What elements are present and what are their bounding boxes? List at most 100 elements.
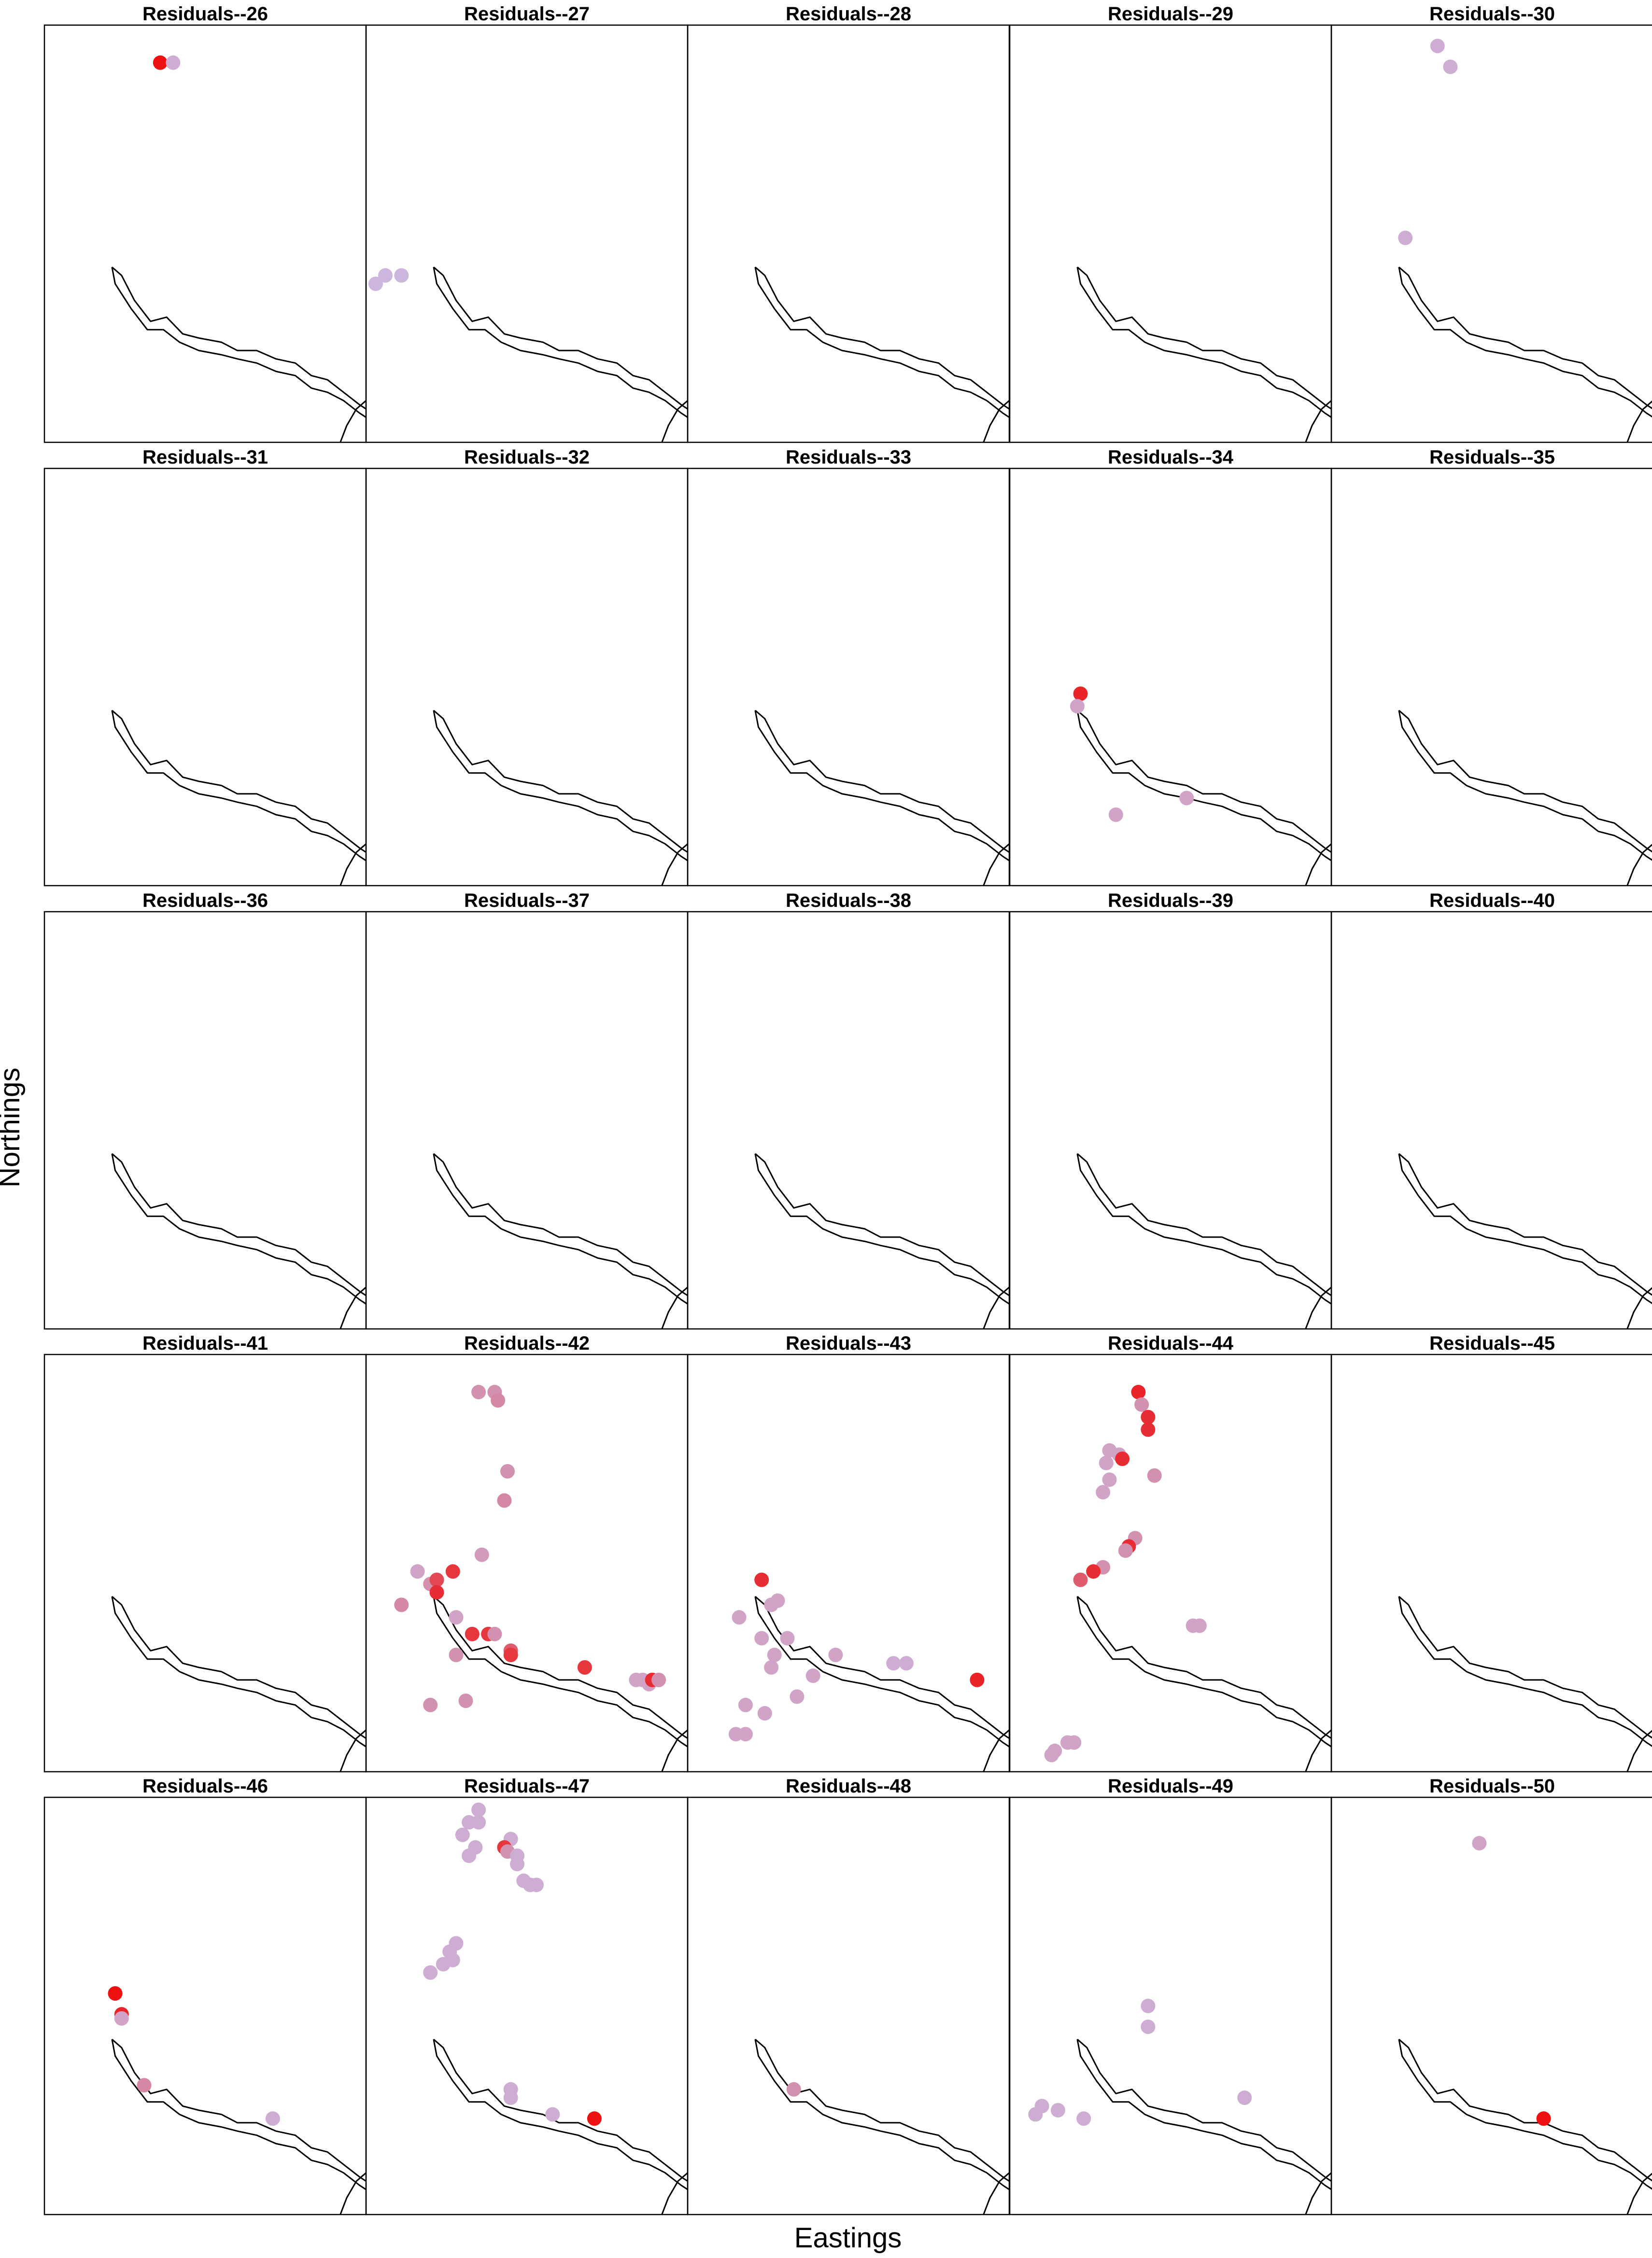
panel-20: Residuals--45	[1330, 1333, 1652, 1773]
residual-point	[1028, 2107, 1043, 2122]
river-outer-line	[111, 2038, 366, 2182]
river-corner-line	[1305, 1729, 1331, 1772]
river-corner-line	[983, 2172, 1009, 2215]
river-outer-line	[111, 1595, 366, 1739]
residual-point	[1073, 686, 1088, 701]
panel-title: Residuals--40	[1429, 890, 1555, 911]
residual-point	[503, 1648, 518, 1663]
residual-point	[828, 1648, 843, 1663]
residual-point	[1141, 1999, 1156, 2013]
panel-1: Residuals--26	[43, 3, 367, 443]
panel-frame	[365, 1354, 689, 1773]
residual-point	[780, 1631, 795, 1646]
river-inner-line	[433, 1153, 688, 1305]
residual-point	[545, 2107, 560, 2122]
river-outer-line	[1398, 1153, 1652, 1296]
panel-title: Residuals--26	[142, 3, 268, 25]
residual-point	[394, 268, 409, 283]
river-inner-line	[111, 710, 366, 861]
river-inner-line	[433, 1596, 688, 1748]
residual-point	[1536, 2111, 1551, 2126]
river-outer-line	[1076, 709, 1331, 853]
river-outer-line	[754, 1153, 1009, 1297]
river-inner-line	[433, 2039, 688, 2190]
residual-point	[462, 1849, 477, 1863]
river-inner-line	[1398, 710, 1652, 861]
panel-plot-area	[433, 709, 688, 886]
river-outer-line	[433, 709, 688, 853]
river-inner-line	[1398, 267, 1652, 418]
panel-title: Residuals--34	[1108, 447, 1234, 468]
panel-plot-area	[1076, 266, 1331, 442]
river-outer-line	[1398, 1595, 1652, 1739]
panel-title: Residuals--29	[1108, 3, 1233, 25]
panel-frame	[365, 467, 689, 887]
residual-point	[1141, 2019, 1156, 2034]
river-inner-line	[754, 1596, 1009, 1748]
panel-frame	[43, 24, 367, 443]
panel-11: Residuals--36	[43, 890, 367, 1330]
panel-title: Residuals--43	[786, 1333, 911, 1354]
river-inner-line	[433, 267, 688, 418]
river-inner-line	[1076, 1153, 1331, 1305]
panel-frame	[1330, 911, 1652, 1330]
river-outer-line	[433, 1153, 688, 1297]
residual-point	[137, 2078, 152, 2093]
panel-2: Residuals--27	[365, 3, 689, 443]
river-outer-line	[1398, 2038, 1652, 2182]
residual-point	[265, 2111, 280, 2126]
river-outer-line	[754, 266, 1009, 410]
panel-frame	[1330, 467, 1652, 887]
river-inner-line	[754, 710, 1009, 861]
residual-point	[108, 1986, 123, 2001]
river-outer-line	[433, 2038, 688, 2182]
residual-point	[738, 1727, 753, 1742]
panel-title: Residuals--35	[1429, 447, 1555, 468]
residual-point	[166, 55, 181, 70]
panel-plot-area	[111, 55, 366, 442]
residual-point	[423, 1965, 438, 1980]
panel-title: Residuals--28	[786, 3, 911, 25]
residual-point	[1076, 2111, 1091, 2126]
residual-point	[886, 1656, 901, 1671]
panel-plot-area	[1028, 1999, 1331, 2215]
residual-point	[1108, 807, 1123, 822]
panel-25: Residuals--50	[1330, 1776, 1652, 2216]
residual-point	[474, 1547, 489, 1562]
panel-19: Residuals--44	[1009, 1333, 1332, 1773]
panel-plot-area	[754, 266, 1009, 442]
panel-title: Residuals--32	[464, 447, 590, 468]
residual-point	[471, 1815, 486, 1830]
panel-15: Residuals--40	[1330, 890, 1652, 1330]
panel-plot-area	[1044, 1384, 1331, 1772]
river-outer-line	[1398, 266, 1652, 409]
panels-layer: Residuals--26 Residuals--27 Residuals--28 R…	[43, 3, 1652, 2216]
residual-point	[429, 1585, 444, 1600]
river-corner-line	[1305, 400, 1331, 442]
river-inner-line	[111, 1153, 366, 1305]
residual-point	[1141, 1410, 1156, 1425]
river-inner-line	[111, 2039, 366, 2190]
panel-plot-area	[728, 1572, 1009, 1772]
residual-point	[1096, 1485, 1111, 1500]
residual-point	[757, 1706, 772, 1721]
panel-title: Residuals--45	[1429, 1333, 1555, 1354]
panel-plot-area	[108, 1986, 366, 2215]
panel-plot-area	[433, 1153, 688, 1329]
river-corner-line	[1305, 1286, 1331, 1329]
river-corner-line	[339, 1286, 366, 1329]
river-corner-line	[661, 1729, 688, 1772]
residual-point	[497, 1493, 512, 1508]
panel-plot-area	[1398, 1153, 1652, 1329]
residual-point	[786, 2082, 801, 2097]
river-inner-line	[754, 267, 1009, 418]
river-corner-line	[339, 2172, 366, 2215]
river-corner-line	[983, 1729, 1009, 1772]
river-corner-line	[983, 1286, 1009, 1329]
residual-point	[1102, 1472, 1117, 1487]
river-corner-line	[339, 1729, 366, 1772]
residual-point	[1141, 1422, 1156, 1437]
residual-point	[754, 1631, 769, 1646]
residual-point	[1398, 230, 1413, 245]
panel-frame	[1330, 24, 1652, 443]
